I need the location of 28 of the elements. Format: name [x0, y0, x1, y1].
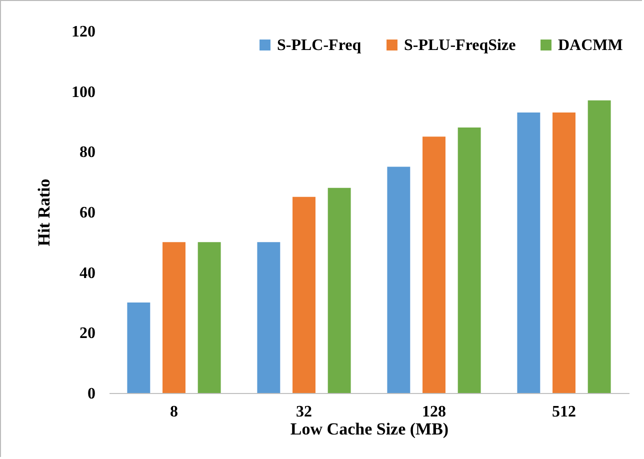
x-axis-title: Low Cache Size (MB)	[290, 420, 449, 438]
bar	[588, 100, 611, 393]
bar	[387, 166, 410, 393]
y-tick-label: 120	[72, 24, 96, 40]
y-tick-label: 60	[80, 204, 96, 222]
legend-label: S-PLU-FreqSize	[404, 37, 516, 54]
bar	[517, 112, 540, 393]
x-tick-label: 512	[552, 404, 576, 420]
bar	[292, 196, 316, 393]
bar	[198, 242, 221, 393]
bar	[257, 242, 280, 393]
x-tick-label: 128	[422, 404, 446, 420]
bar	[422, 136, 446, 393]
y-axis-title: Hit Ratio	[34, 178, 54, 246]
y-tick-label: 0	[88, 386, 96, 402]
x-tick-label: 8	[170, 404, 178, 420]
x-tick-label: 32	[296, 404, 312, 420]
bar	[458, 128, 481, 393]
bar	[552, 112, 576, 393]
bar	[127, 302, 150, 393]
y-tick-label: 40	[80, 264, 96, 282]
y-tick-label: 20	[80, 325, 96, 342]
bar	[328, 188, 351, 393]
legend-label: S-PLC-Freq	[277, 37, 362, 54]
y-tick-label: 100	[72, 84, 96, 101]
y-tick-label: 80	[80, 144, 96, 162]
bar	[162, 242, 186, 393]
legend-label: DACMM	[558, 37, 623, 54]
